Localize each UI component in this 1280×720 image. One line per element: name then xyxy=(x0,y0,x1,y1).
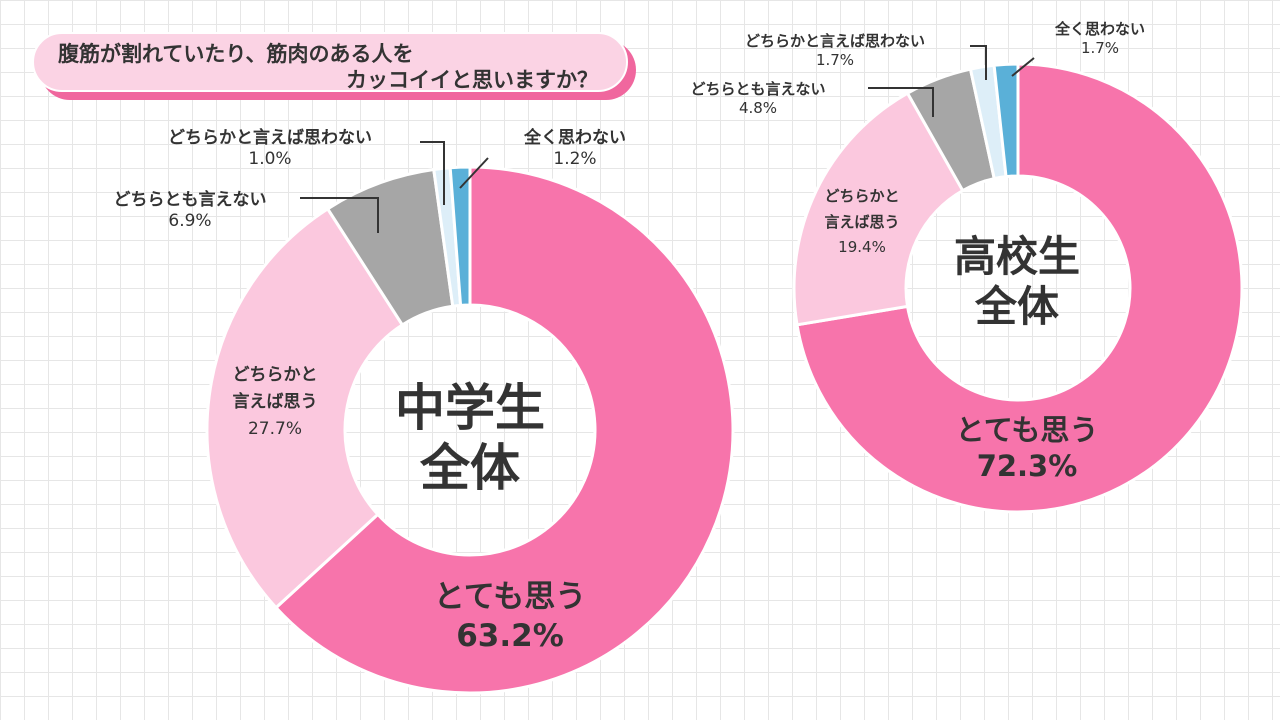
chart1-label-dochira-omowanai-value: 1.0% xyxy=(248,149,292,170)
chart2-label-dochira-omowanai: どちらかと言えば思わない 1.7% xyxy=(700,32,970,70)
chart1-label-dochira-omou: どちらかと 言えば思う 27.7% xyxy=(200,362,350,444)
chart1-label-totemo: とても思う 63.2% xyxy=(400,578,620,656)
chart2-label-mattaku: 全く思わない 1.7% xyxy=(1030,20,1170,58)
chart2-label-dochira-omou-line2: 言えば思う xyxy=(824,212,900,231)
chart1-leader-line-3 xyxy=(459,157,489,189)
chart1-center-label: 中学生 全体 xyxy=(360,378,580,498)
chart2-label-dochira-omou: どちらかと 言えば思う 19.4% xyxy=(792,184,932,261)
chart1-label-dochiratomo: どちらとも言えない 6.9% xyxy=(60,190,320,233)
chart2-label-totemo-value: 72.3% xyxy=(976,449,1078,484)
chart2-slice-dochira-omou xyxy=(792,91,965,327)
chart2-label-mattaku-value: 1.7% xyxy=(1080,38,1120,57)
chart2-center-line1: 高校生 xyxy=(953,232,1080,281)
chart2-label-dochiratomo-name: どちらとも言えない xyxy=(690,80,826,98)
title-line-1: 腹筋が割れていたり、筋肉のある人を xyxy=(58,42,414,66)
chart2-label-dochiratomo-value: 4.8% xyxy=(738,98,778,117)
chart1-label-mattaku-name: 全く思わない xyxy=(524,128,626,148)
chart2-leader-line-2 xyxy=(970,45,987,80)
chart2-label-dochira-omowanai-value: 1.7% xyxy=(815,50,855,69)
chart1-label-dochiratomo-name: どちらとも言えない xyxy=(113,190,267,210)
chart2-label-dochira-omou-line1: どちらかと xyxy=(824,187,900,205)
chart2-label-totemo: とても思う 72.3% xyxy=(922,412,1132,485)
chart1-leader-line-2 xyxy=(420,141,445,205)
chart2-label-dochira-omou-value: 19.4% xyxy=(838,238,886,256)
chart2-slice-mattaku xyxy=(992,62,1020,179)
chart1-label-totemo-value: 63.2% xyxy=(456,617,564,654)
chart2-center-label: 高校生 全体 xyxy=(917,232,1117,333)
chart1-center-line1: 中学生 xyxy=(395,379,545,437)
chart2-center-line2: 全体 xyxy=(974,282,1059,332)
chart2-label-mattaku-name: 全く思わない xyxy=(1054,20,1145,38)
chart2-leader-line-1 xyxy=(868,87,934,117)
chart1-label-dochira-omowanai-name: どちらかと言えば思わない xyxy=(168,128,372,148)
chart2-label-dochira-omowanai-name: どちらかと言えば思わない xyxy=(744,32,925,50)
chart1-label-mattaku-value: 1.2% xyxy=(553,149,597,170)
chart2-leader-line-3 xyxy=(1011,57,1035,77)
chart1-label-dochira-omou-line1: どちらかと xyxy=(232,365,318,385)
chart1-label-dochira-omowanai: どちらかと言えば思わない 1.0% xyxy=(122,128,418,171)
chart1-label-totemo-name: とても思う xyxy=(433,579,587,615)
chart1-label-dochiratomo-value: 6.9% xyxy=(168,211,212,232)
chart1-slice-totemo xyxy=(273,165,735,695)
chart2-slice-totemo xyxy=(795,62,1244,514)
chart2-label-dochiratomo: どちらとも言えない 4.8% xyxy=(658,80,858,118)
chart2-label-totemo-name: とても思う xyxy=(955,413,1099,447)
chart1-label-dochira-omou-line2: 言えば思う xyxy=(232,392,318,413)
chart1-label-mattaku: 全く思わない 1.2% xyxy=(490,128,660,171)
chart1-label-dochira-omou-value: 27.7% xyxy=(247,419,302,440)
chart1-slice-dochira-omou xyxy=(205,206,405,610)
title-line-2: カッコイイと思いますか？ xyxy=(346,68,598,92)
chart1-slice-mattaku xyxy=(448,165,472,307)
title-banner xyxy=(32,32,628,92)
chart1-leader-line-1 xyxy=(300,197,379,233)
chart1-center-line2: 全体 xyxy=(420,439,520,497)
